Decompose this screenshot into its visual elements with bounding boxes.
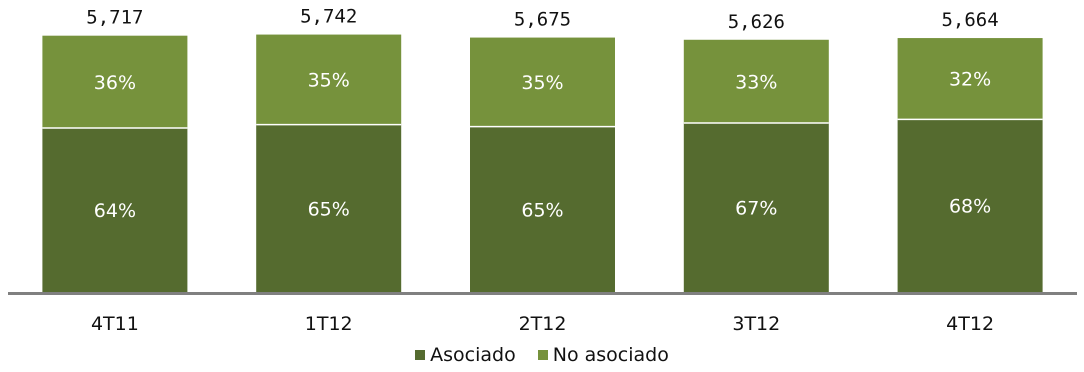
total-label: 5,664 xyxy=(941,9,998,31)
data-label: 65% xyxy=(521,199,563,221)
bar-segment-asociado xyxy=(897,119,1043,292)
data-label: 36% xyxy=(94,72,136,94)
data-label: 32% xyxy=(949,69,991,91)
legend: Asociado No asociado xyxy=(0,343,1084,367)
total-label: 5,742 xyxy=(300,6,357,28)
legend-label-asociado: Asociado xyxy=(430,344,516,366)
legend-label-no-asociado: No asociado xyxy=(552,344,669,366)
bar-segment-asociado xyxy=(683,123,829,292)
legend-swatch-no-asociado xyxy=(537,350,548,360)
x-tick-label: 4T12 xyxy=(946,313,994,335)
data-label: 65% xyxy=(308,198,350,220)
bar-segment-no-asociado xyxy=(42,35,188,128)
data-label: 35% xyxy=(308,70,350,92)
legend-item-no-asociado: No asociado xyxy=(537,344,669,366)
data-label: 35% xyxy=(521,72,563,94)
x-tick-label: 1T12 xyxy=(305,313,353,335)
total-label: 5,717 xyxy=(86,7,143,29)
bar-segment-asociado xyxy=(256,124,402,292)
legend-item-asociado: Asociado xyxy=(415,344,516,366)
bar-segment-asociado xyxy=(470,126,615,293)
bar-segment-asociado xyxy=(42,127,188,293)
total-label: 5,626 xyxy=(728,11,785,33)
x-tick-label: 2T12 xyxy=(519,313,567,335)
x-tick-label: 4T11 xyxy=(91,313,139,335)
bar-segment-no-asociado xyxy=(470,37,615,127)
data-label: 68% xyxy=(949,196,991,218)
legend-swatch-asociado xyxy=(415,350,426,360)
total-label: 5,675 xyxy=(514,9,571,31)
data-label: 33% xyxy=(735,71,777,93)
bar-segment-no-asociado xyxy=(256,34,402,125)
data-label: 64% xyxy=(94,200,136,222)
data-label: 67% xyxy=(735,198,777,220)
stacked-bar-chart: 64% 36% 5,717 4T11 65% 35% 5,742 1T12 65% 35% 5,67… xyxy=(8,6,1077,335)
bar-segment-no-asociado xyxy=(683,39,829,124)
x-tick-label: 3T12 xyxy=(732,313,780,335)
bar-segment-no-asociado xyxy=(897,38,1043,120)
